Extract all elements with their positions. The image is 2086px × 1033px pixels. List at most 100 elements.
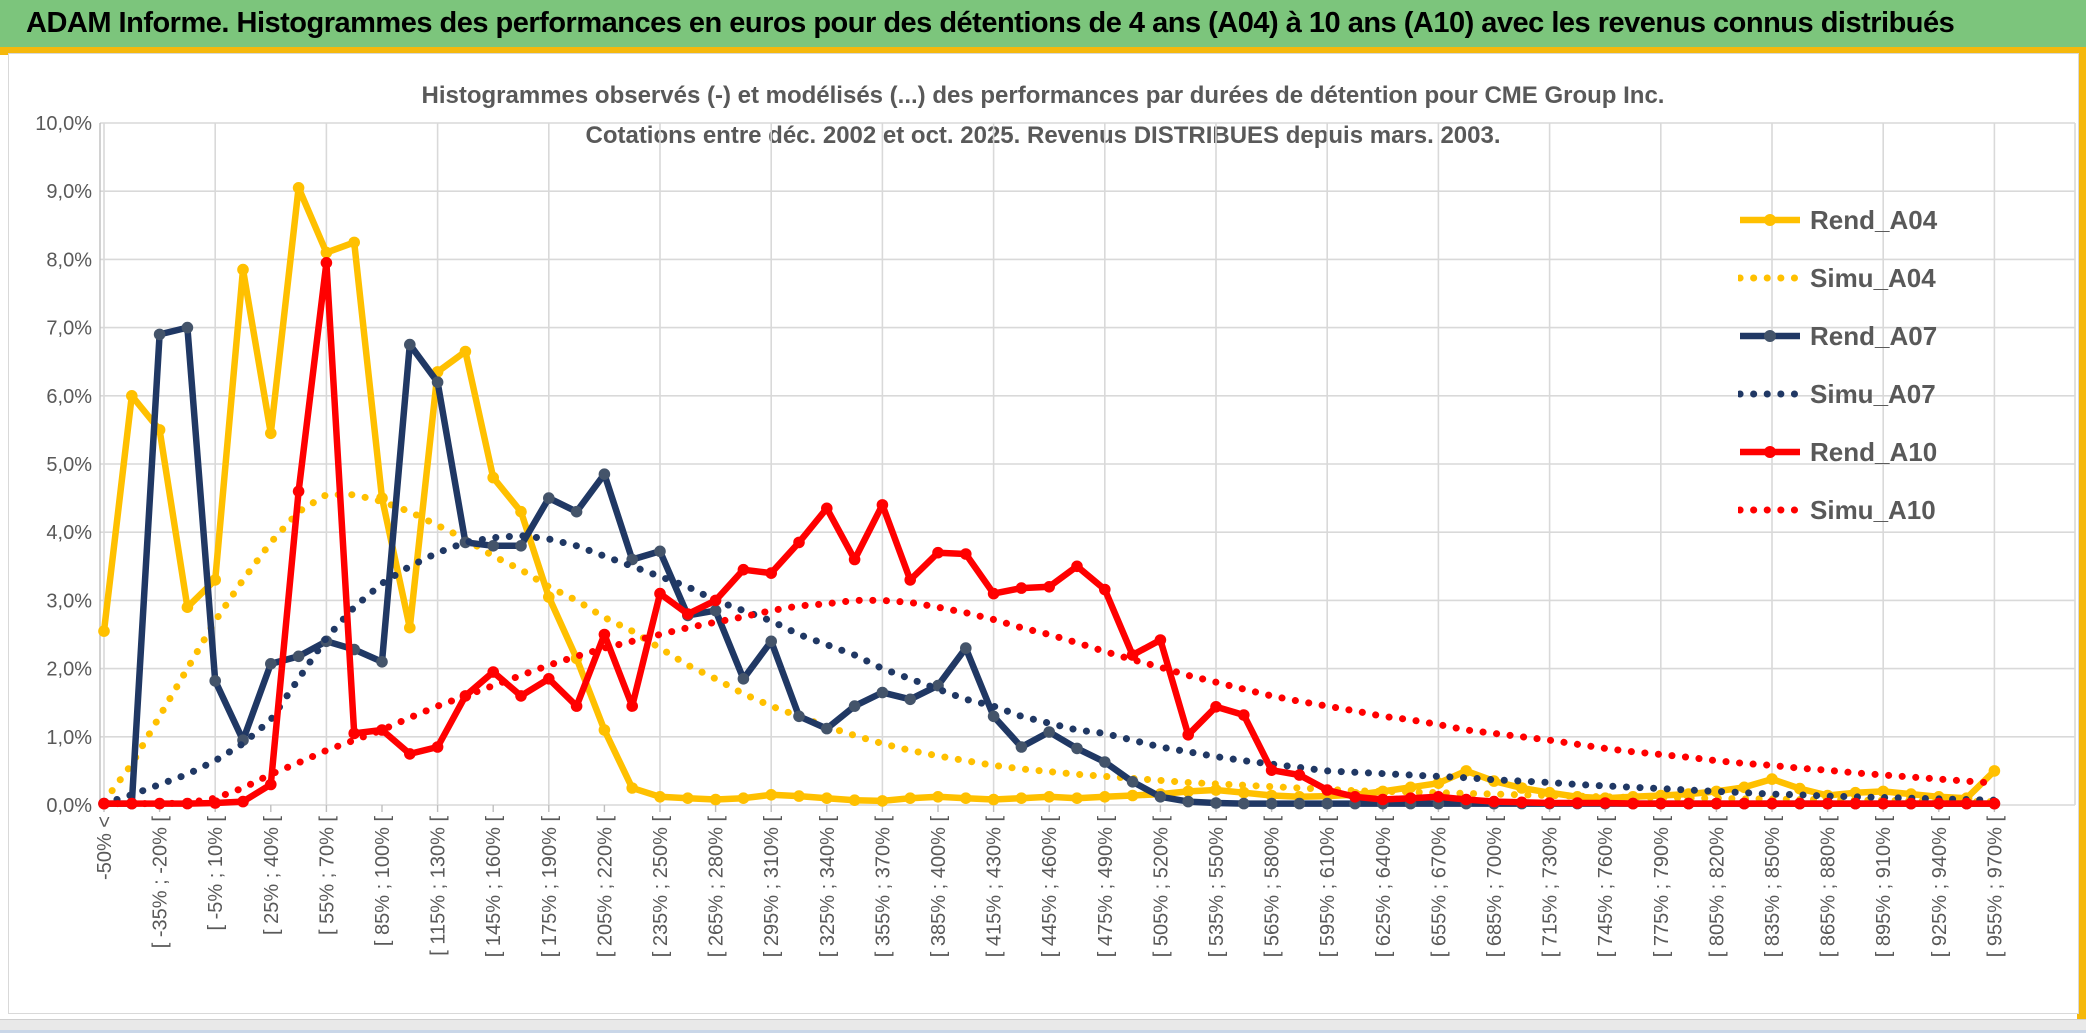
series-marker-Rend_A10 <box>1099 583 1111 596</box>
series-marker-Rend_A10 <box>1877 797 1889 810</box>
legend-item-Rend_A07[interactable]: Rend_A07 <box>1738 321 1937 351</box>
x-axis-tick-label: [ 85% ; 100% [ <box>372 816 394 947</box>
series-marker-Rend_A10 <box>1349 791 1361 803</box>
series-marker-Rend_A10 <box>1321 784 1333 796</box>
series-marker-Rend_A10 <box>543 673 555 685</box>
x-axis-tick-label: [ 205% ; 220% [ <box>594 816 616 958</box>
series-marker-Rend_A07 <box>1126 776 1139 788</box>
series-marker-Rend_A10 <box>1821 797 1834 810</box>
series-marker-Rend_A04 <box>598 724 611 736</box>
legend-label-Rend_A10: Rend_A10 <box>1810 436 1938 467</box>
series-marker-Rend_A10 <box>1238 709 1250 721</box>
series-path-Rend_A04 <box>100 184 1997 805</box>
series-marker-Rend_A04 <box>1210 784 1222 796</box>
series-marker-Rend_A04 <box>682 792 694 804</box>
series-marker-Rend_A07 <box>765 635 777 648</box>
x-axis-tick-label: [ 925% ; 940% [ <box>1929 816 1951 958</box>
y-axis-tick-label: 5,0% <box>46 454 92 476</box>
series-marker-Rend_A07 <box>1154 791 1167 803</box>
x-axis-tick-label: [ 385% ; 400% [ <box>928 816 950 958</box>
series-marker-Rend_A04 <box>98 625 110 637</box>
series-marker-Rend_A10 <box>1377 793 1389 806</box>
series-marker-Rend_A07 <box>654 545 666 558</box>
series-marker-Rend_A07 <box>1265 797 1278 810</box>
series-marker-Rend_A10 <box>1849 797 1862 810</box>
series-marker-Rend_A10 <box>598 628 611 641</box>
legend-sample-Rend_A07 <box>1740 330 1800 342</box>
series-marker-Rend_A07 <box>1182 795 1194 808</box>
x-axis-tick-label: [ 775% ; 790% [ <box>1651 816 1673 958</box>
series-marker-Rend_A04 <box>654 791 666 803</box>
series-marker-Rend_A04 <box>821 792 833 804</box>
series-marker-Rend_A07 <box>1015 741 1028 753</box>
series-marker-Rend_A04 <box>1877 785 1889 798</box>
series-marker-Rend_A04 <box>793 790 805 802</box>
legend-label-Rend_A07: Rend_A07 <box>1810 320 1938 351</box>
x-axis-tick-label: [ 685% ; 700% [ <box>1484 816 1506 958</box>
x-axis-tick-label: [ 955% ; 970% [ <box>1984 816 2006 958</box>
y-axis-tick-label: 2,0% <box>46 659 92 681</box>
y-axis-tick-label: 10,0% <box>35 113 92 135</box>
legend-item-Rend_A10[interactable]: Rend_A10 <box>1738 437 1937 467</box>
series-marker-Rend_A10 <box>876 499 889 511</box>
series-marker-Rend_A10 <box>821 502 833 515</box>
series-marker-Rend_A04 <box>209 574 221 586</box>
legend-item-Simu_A04[interactable]: Simu_A04 <box>1738 263 1936 293</box>
series-marker-Rend_A04 <box>1988 765 2001 777</box>
y-axis-tick-label: 9,0% <box>46 181 92 203</box>
x-axis-tick-label: [ 235% ; 250% [ <box>650 816 672 958</box>
gold-border-top <box>0 47 2086 55</box>
series-marker-Rend_A07 <box>960 642 972 654</box>
legend-label-Simu_A07: Simu_A07 <box>1810 378 1936 409</box>
series-marker-Rend_A10 <box>1599 797 1611 809</box>
x-axis-tick-label: [ 475% ; 490% [ <box>1095 816 1117 958</box>
series-marker-Rend_A04 <box>1126 789 1139 802</box>
series-marker-Rend_A10 <box>793 536 805 549</box>
series-path-Simu_A10 <box>100 596 1998 808</box>
series-marker-Rend_A04 <box>237 263 249 276</box>
legend-label-Simu_A10: Simu_A10 <box>1810 494 1936 525</box>
x-axis-tick-label: [ 145% ; 160% [ <box>483 816 505 958</box>
x-axis-tick-label: [ 325% ; 340% [ <box>817 816 839 958</box>
legend-sample-Simu_A07 <box>1738 390 1802 398</box>
y-axis-tick-label: 8,0% <box>46 249 92 271</box>
series-marker-Rend_A10 <box>237 795 249 808</box>
series-marker-Rend_A07 <box>209 675 221 687</box>
legend-sample-Rend_A04 <box>1740 214 1800 226</box>
series-marker-Rend_A04 <box>737 792 750 804</box>
series-marker-Rend_A10 <box>1627 797 1639 810</box>
series-marker-Rend_A04 <box>459 345 472 358</box>
series-marker-Rend_A07 <box>709 604 722 617</box>
series-marker-Rend_A07 <box>848 700 861 712</box>
legend-item-Simu_A07[interactable]: Simu_A07 <box>1738 379 1936 409</box>
x-axis-tick-label: [ 535% ; 550% [ <box>1206 816 1228 958</box>
x-axis-tick-label: -50% < <box>94 816 116 880</box>
series-marker-Rend_A04 <box>1015 792 1028 804</box>
series-marker-Rend_A07 <box>876 686 889 699</box>
x-axis-tick-label: [ 355% ; 370% [ <box>872 816 894 958</box>
series-marker-Rend_A04 <box>626 782 638 794</box>
series-marker-Rend_A07 <box>376 656 388 668</box>
chart-title-line1: Histogrammes observés (-) et modélisés (… <box>421 82 1665 109</box>
chart-object[interactable] <box>8 53 2079 1014</box>
series-marker-Rend_A10 <box>292 485 305 498</box>
series-marker-Rend_A10 <box>431 741 444 753</box>
series-marker-Rend_A10 <box>1960 797 1973 810</box>
series-marker-Rend_A04 <box>1043 791 1055 803</box>
series-marker-Rend_A04 <box>1460 765 1472 777</box>
series-marker-Rend_A07 <box>904 693 916 706</box>
series-marker-Rend_A04 <box>404 621 416 634</box>
series-marker-Rend_A04 <box>320 246 333 259</box>
series-marker-Rend_A04 <box>904 792 916 804</box>
series-marker-Rend_A07 <box>265 658 277 670</box>
legend-item-Rend_A04[interactable]: Rend_A04 <box>1738 205 1937 235</box>
series-marker-Rend_A07 <box>1321 797 1333 810</box>
series-marker-Rend_A04 <box>543 591 555 603</box>
series-marker-Rend_A04 <box>1516 782 1528 794</box>
x-axis-tick-label: [ 175% ; 190% [ <box>539 816 561 958</box>
series-marker-Rend_A10 <box>265 778 277 791</box>
series-marker-Rend_A07 <box>181 321 194 334</box>
series-marker-Rend_A10 <box>1766 797 1778 810</box>
series-marker-Rend_A10 <box>1460 793 1472 806</box>
legend-item-Simu_A10[interactable]: Simu_A10 <box>1738 495 1936 525</box>
